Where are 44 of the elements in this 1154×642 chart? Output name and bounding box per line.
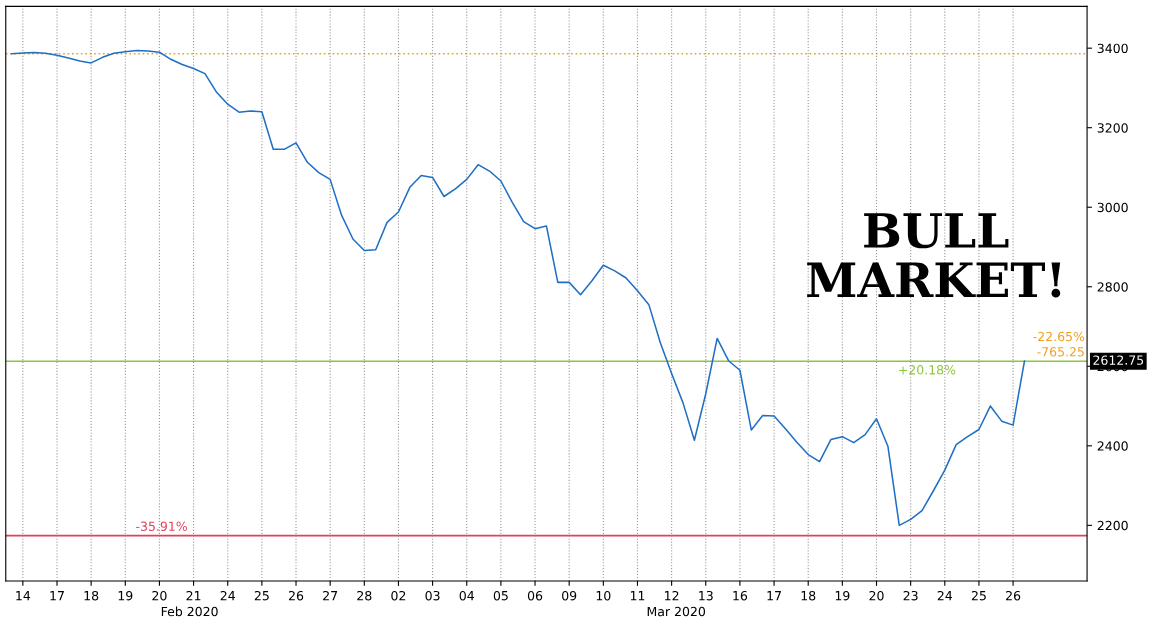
x-tick-label: 02 (391, 590, 406, 601)
x-tick-label: 14 (16, 591, 31, 601)
x-tick-label: 05 (493, 590, 508, 601)
text: 2612.75 (1093, 355, 1144, 365)
y-tick-label: 2400 (1097, 441, 1128, 451)
x-tick-label: 28 (357, 590, 372, 601)
x-tick-label: 23 (903, 590, 918, 601)
x-tick-label: 16 (733, 590, 748, 601)
x-tick-label: 18 (801, 590, 816, 601)
x-tick-label: 18 (84, 590, 99, 601)
x-tick-label: 17 (50, 591, 64, 601)
annotation: -22.65% (1033, 331, 1085, 342)
x-tick-label: 27 (323, 590, 338, 601)
annotation: -35.91% (136, 521, 188, 531)
x-tick-label: 09 (562, 590, 577, 601)
x-tick-label: 26 (1006, 590, 1021, 601)
x-tick-label: 04 (459, 590, 474, 601)
y-tick-label: 2200 (1097, 520, 1128, 531)
x-tick-label: 13 (699, 590, 713, 601)
x-tick-label: 03 (425, 590, 440, 601)
annotation: -765.25 (1037, 347, 1084, 357)
y-tick-label: 3000 (1097, 202, 1128, 213)
x-tick-label: 26 (288, 590, 304, 601)
x-tick-label: 24 (937, 590, 953, 601)
x-tick-label: 17 (767, 591, 781, 601)
x-tick-label: 19 (118, 590, 133, 601)
x-tick-label: 20 (869, 590, 884, 601)
annotation: BULL MARKET! (807, 213, 1061, 298)
text: Feb 2020 (161, 606, 218, 617)
x-tick-label: 19 (835, 590, 850, 601)
x-tick-label: 21 (186, 590, 201, 601)
y-tick-label: 3400 (1097, 43, 1128, 54)
x-tick-label: 11 (630, 591, 645, 601)
x-tick-label: 25 (971, 590, 986, 601)
x-tick-label: 12 (665, 590, 679, 601)
y-tick-label: 3200 (1097, 123, 1128, 133)
x-tick-label: 24 (220, 590, 235, 601)
text: Mar 2020 (647, 606, 706, 617)
annotation: +20.18% (899, 365, 956, 375)
x-tick-label: 20 (152, 590, 167, 601)
x-tick-label: 06 (527, 590, 543, 601)
x-tick-label: 25 (254, 590, 269, 601)
x-tick-label: 10 (596, 590, 611, 601)
y-tick-label: 2800 (1097, 282, 1128, 292)
